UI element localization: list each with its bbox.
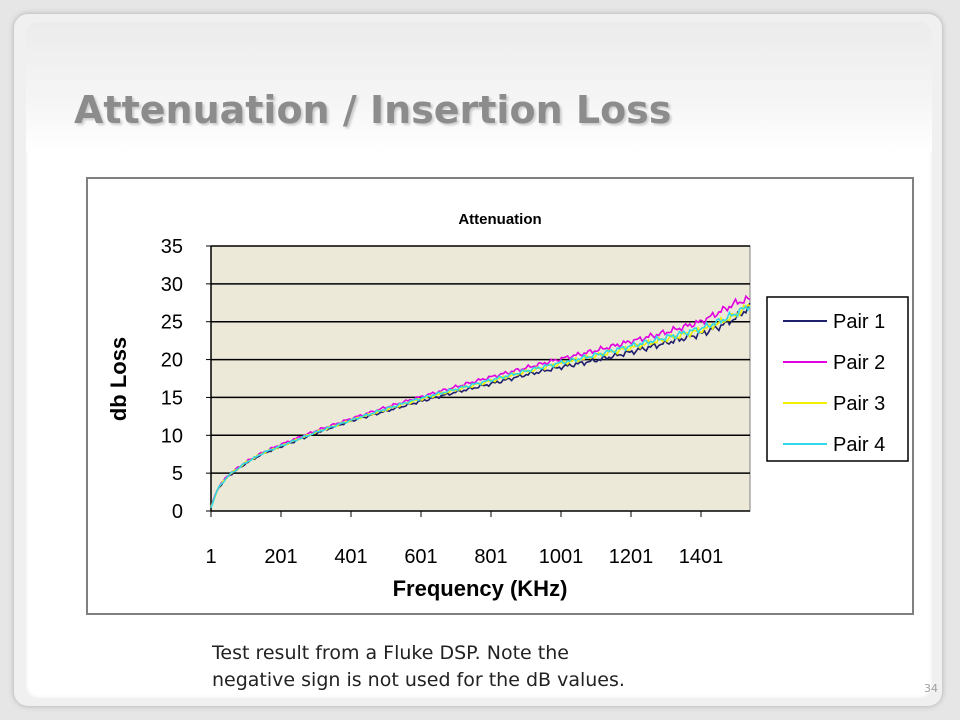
page-number: 34 (924, 682, 938, 695)
x-tick-label: 801 (474, 546, 507, 568)
legend-box (766, 296, 909, 462)
plot-area (210, 245, 751, 512)
x-axis-label: Frequency (KHz) (393, 576, 568, 601)
x-tick-label: 401 (334, 546, 367, 568)
series-line-2 (210, 294, 751, 508)
x-tick-label: 1001 (539, 546, 584, 568)
y-tick-label: 35 (161, 236, 183, 258)
y-axis-label: db Loss (106, 337, 131, 421)
slide: Attenuation / Insertion Loss 0 5 10 15 20 25 3… (14, 14, 942, 706)
y-tick-label: 25 (161, 312, 183, 334)
legend-label-4: Pair 4 (833, 434, 885, 456)
x-tick-label: 601 (404, 546, 437, 568)
y-tick-label: 0 (172, 501, 183, 523)
y-tick-label: 30 (161, 274, 183, 296)
slide-title: Attenuation / Insertion Loss (74, 88, 672, 132)
legend-label-3: Pair 3 (833, 393, 885, 415)
caption: Test result from a Fluke DSP. Note the n… (212, 640, 625, 694)
caption-line-1: Test result from a Fluke DSP. Note the (212, 642, 569, 664)
x-tick-label: 1201 (609, 546, 654, 568)
chart-frame: 0 5 10 15 20 25 30 35 1 201 401 601 801 1001 1201 1401 A… (86, 177, 914, 615)
caption-line-2: negative sign is not used for the dB val… (212, 669, 625, 691)
series-line-4 (210, 304, 751, 509)
legend-label-1: Pair 1 (833, 311, 885, 333)
legend-label-2: Pair 2 (833, 352, 885, 374)
x-tick-label: 1 (205, 546, 216, 568)
y-tick-label: 20 (161, 350, 183, 372)
chart-title: Attenuation (458, 211, 541, 228)
y-tick-label: 10 (161, 425, 183, 447)
x-tick-label: 201 (264, 546, 297, 568)
y-tick-label: 15 (161, 387, 183, 409)
title-band (26, 22, 932, 152)
slide-content: Attenuation / Insertion Loss 0 5 10 15 20 25 3… (26, 22, 938, 698)
x-tick-label: 1401 (679, 546, 724, 568)
y-tick-label: 5 (172, 463, 183, 485)
